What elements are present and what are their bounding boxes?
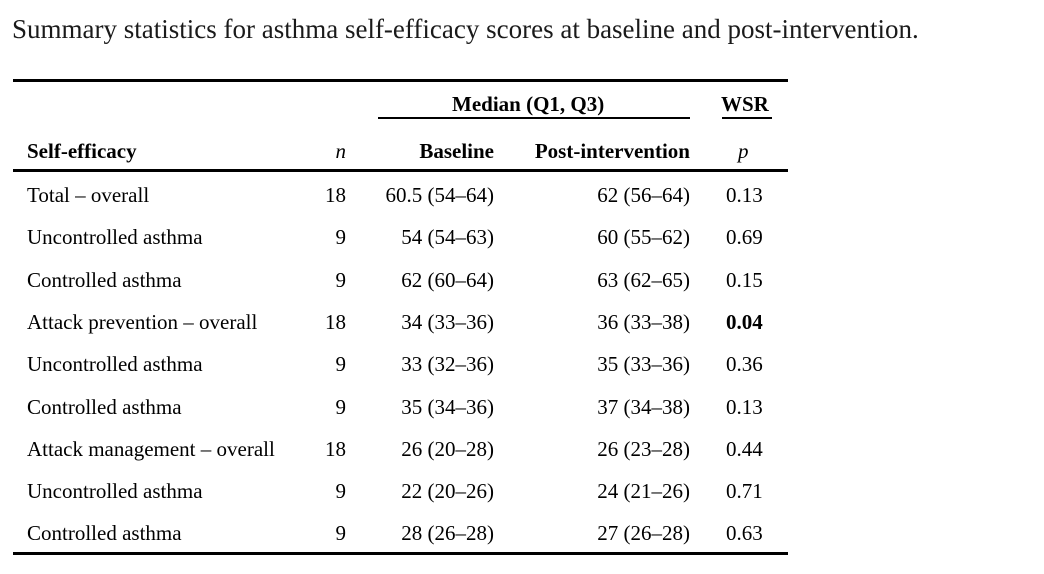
column-header-baseline: Baseline — [419, 139, 494, 163]
table-bottom-rule — [13, 552, 788, 555]
row-post-intervention: 26 (23–28) — [597, 437, 690, 461]
row-post-intervention: 60 (55–62) — [597, 225, 690, 249]
median-group-header: Median (Q1, Q3) — [452, 92, 605, 116]
row-label: Controlled asthma — [27, 395, 182, 419]
column-header-p: p — [738, 139, 749, 163]
row-p-value: 0.44 — [726, 437, 763, 461]
row-label: Total – overall — [27, 183, 150, 207]
row-label: Uncontrolled asthma — [27, 479, 203, 503]
row-post-intervention: 36 (33–38) — [597, 310, 690, 334]
row-post-intervention: 24 (21–26) — [597, 479, 690, 503]
column-header-post-intervention: Post-intervention — [534, 139, 690, 163]
row-baseline: 60.5 (54–64) — [385, 183, 495, 207]
table-caption: Summary statistics for asthma self-effic… — [12, 14, 919, 44]
row-baseline: 33 (32–36) — [401, 352, 494, 376]
row-baseline: 22 (20–26) — [401, 479, 494, 503]
row-post-intervention: 63 (62–65) — [597, 268, 690, 292]
row-n: 9 — [335, 268, 347, 292]
row-label: Controlled asthma — [27, 268, 182, 292]
row-n: 9 — [335, 352, 347, 376]
row-baseline: 54 (54–63) — [401, 225, 494, 249]
row-post-intervention: 35 (33–36) — [597, 352, 690, 376]
row-n: 9 — [335, 395, 347, 419]
row-label: Uncontrolled asthma — [27, 225, 203, 249]
row-n: 9 — [335, 479, 347, 503]
row-p-value: 0.15 — [726, 268, 763, 292]
row-baseline: 62 (60–64) — [401, 268, 494, 292]
row-p-value: 0.63 — [726, 521, 763, 545]
row-label: Controlled asthma — [27, 521, 182, 545]
row-baseline: 26 (20–28) — [401, 437, 494, 461]
row-baseline: 34 (33–36) — [401, 310, 494, 334]
row-n: 9 — [335, 521, 347, 545]
row-label: Uncontrolled asthma — [27, 352, 203, 376]
row-n: 18 — [325, 183, 346, 207]
table-header-rule — [13, 169, 788, 172]
row-label: Attack management – overall — [27, 437, 275, 461]
median-group-rule — [378, 117, 690, 119]
column-header-n: n — [335, 139, 347, 163]
row-p-value: 0.69 — [726, 225, 763, 249]
wsr-group-header: WSR — [721, 92, 769, 116]
row-p-value: 0.13 — [726, 183, 763, 207]
row-n: 18 — [325, 437, 346, 461]
row-p-value: 0.04 — [726, 310, 763, 334]
row-p-value: 0.36 — [726, 352, 763, 376]
table-top-rule — [13, 79, 788, 82]
row-baseline: 35 (34–36) — [401, 395, 494, 419]
row-p-value: 0.71 — [726, 479, 763, 503]
row-post-intervention: 37 (34–38) — [597, 395, 690, 419]
row-baseline: 28 (26–28) — [401, 521, 494, 545]
row-p-value: 0.13 — [726, 395, 763, 419]
row-post-intervention: 62 (56–64) — [597, 183, 690, 207]
row-n: 9 — [335, 225, 347, 249]
column-header-self-efficacy: Self-efficacy — [27, 139, 137, 163]
row-n: 18 — [325, 310, 346, 334]
row-post-intervention: 27 (26–28) — [597, 521, 690, 545]
row-label: Attack prevention – overall — [27, 310, 258, 334]
wsr-group-rule — [722, 117, 772, 119]
